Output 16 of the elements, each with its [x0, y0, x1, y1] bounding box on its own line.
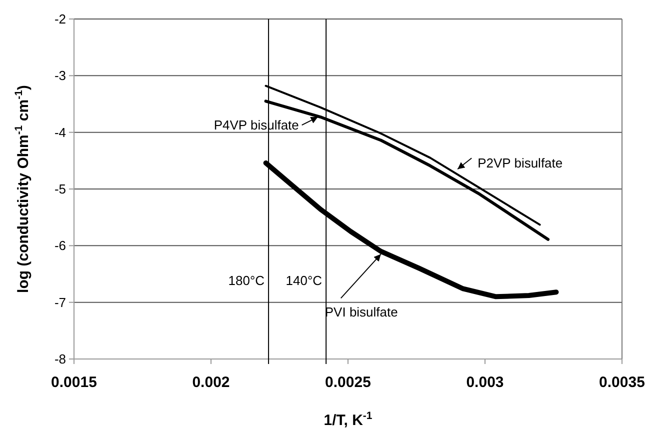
- y-tick-label: -3: [54, 68, 66, 84]
- x-tick-label: 0.002: [192, 374, 230, 391]
- y-tick-label: -6: [54, 238, 66, 254]
- y-tick-label: -5: [54, 182, 66, 197]
- y-tick-label: -8: [54, 352, 66, 367]
- y-tick-label: -2: [54, 12, 66, 27]
- x-axis-title: 1/T, K$^{-1}$: [324, 410, 372, 429]
- x-tick-label: 0.003: [466, 374, 504, 391]
- ref-line-label: 180°C: [228, 273, 265, 288]
- annotation: P2VP bisulfate: [478, 156, 563, 171]
- y-tick-label: -4: [54, 124, 66, 140]
- ref-line-label: 140°C: [286, 273, 322, 288]
- x-tick-label: 0.0025: [325, 374, 371, 391]
- x-tick-label: 0.0035: [599, 374, 645, 391]
- x-tick-label: 0.0015: [51, 374, 97, 391]
- y-tick-label: -7: [54, 294, 66, 310]
